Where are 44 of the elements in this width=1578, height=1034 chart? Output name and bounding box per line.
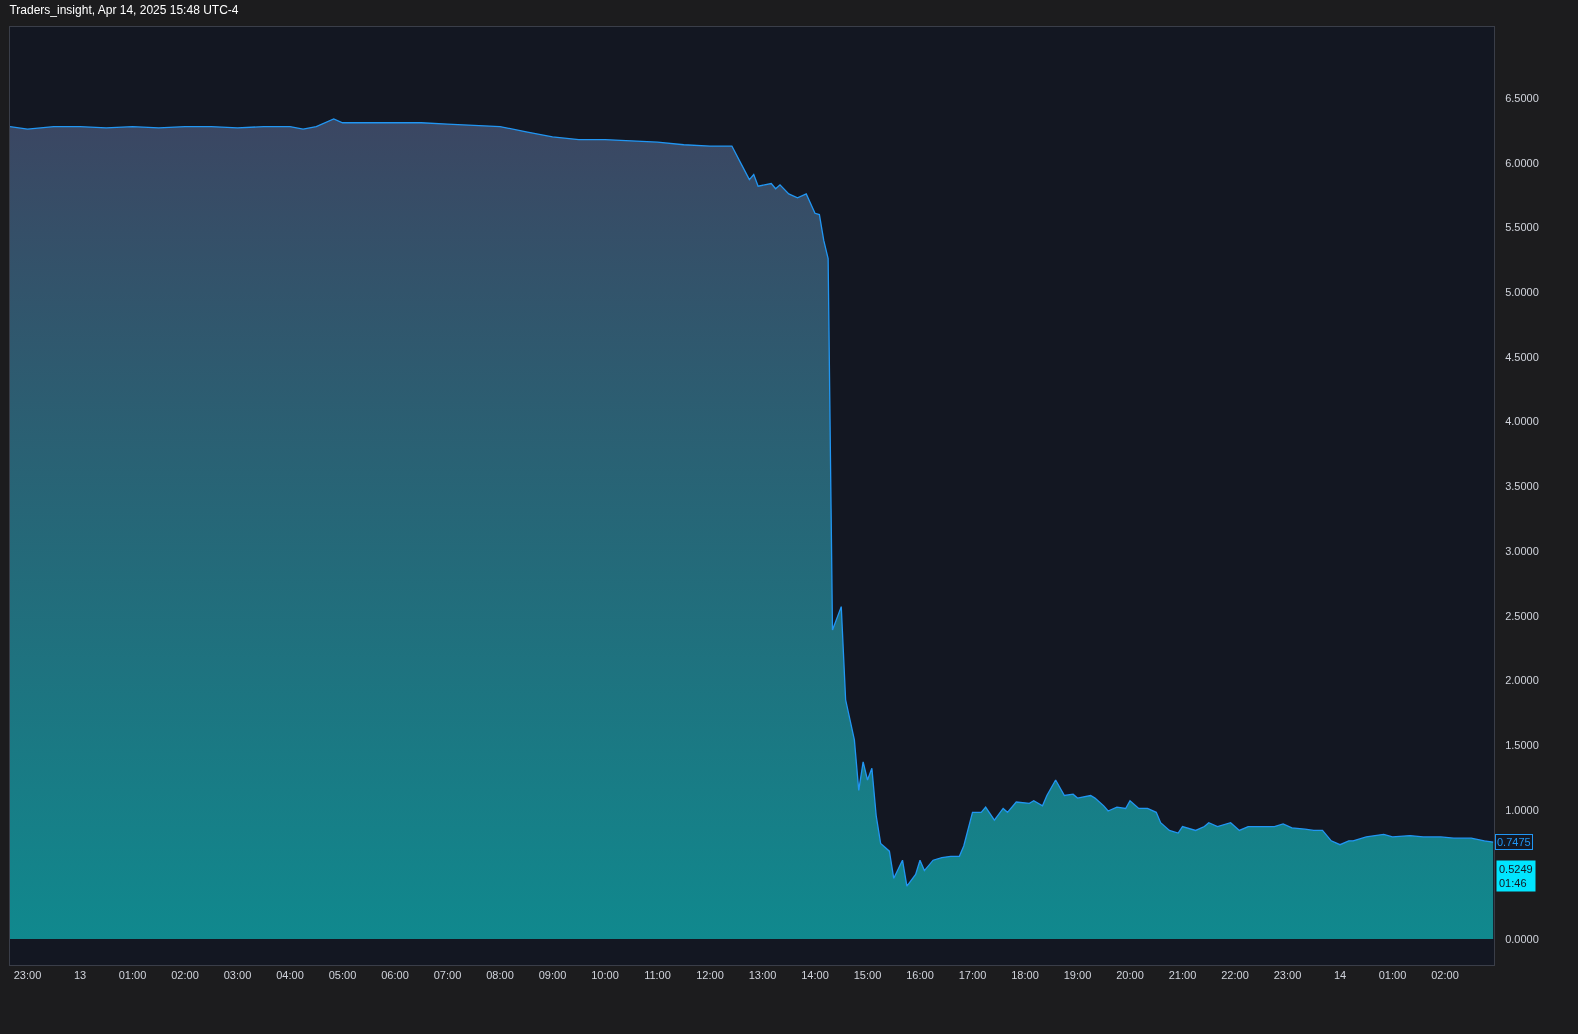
x-tick-label: 23:00 (1273, 969, 1302, 982)
x-tick-label: 05:00 (328, 969, 357, 982)
x-tick-label: 01:00 (118, 969, 147, 982)
x-tick-label: 08:00 (486, 969, 514, 982)
x-tick-label: 15:00 (853, 969, 882, 982)
x-tick-label: 12:00 (696, 969, 724, 982)
x-tick-label: 01:00 (1378, 969, 1407, 982)
y-tick-label: 3.5000 (1505, 480, 1539, 493)
x-tick-label: 22:00 (1221, 969, 1249, 982)
text: 0.5249 01:46 (1499, 863, 1533, 890)
x-tick-label: 21:00 (1168, 969, 1197, 982)
x-tick-label: 07:00 (433, 969, 462, 982)
y-tick-label: 5.0000 (1505, 286, 1539, 299)
y-tick-label: 6.5000 (1505, 92, 1539, 105)
y-tick-label: 5.5000 (1505, 221, 1539, 234)
x-tick-label: 13:00 (748, 969, 777, 982)
y-tick-label: 1.5000 (1505, 738, 1539, 751)
annotation: 0.7475 (1497, 836, 1531, 848)
y-tick-label: 4.0000 (1505, 415, 1539, 428)
x-tick-label: 23:00 (13, 969, 42, 982)
x-tick-label: 04:00 (276, 969, 304, 982)
x-tick-label: 13 (73, 969, 87, 982)
x-tick-label: 09:00 (538, 969, 567, 982)
x-tick-label: 11:00 (644, 969, 671, 982)
x-tick-label: 10:00 (591, 969, 619, 982)
y-tick-label: 2.0000 (1505, 674, 1539, 687)
chart-title: Traders_insight, Apr 14, 2025 15:48 UTC-4 (9, 2, 239, 17)
y-tick-label: 1.0000 (1505, 803, 1539, 816)
x-tick-label: 03:00 (223, 969, 252, 982)
y-tick-label: 4.5000 (1505, 350, 1539, 363)
y-tick-label: 6.0000 (1505, 156, 1539, 169)
x-tick-label: 17:00 (958, 969, 987, 982)
x-tick-label: 02:00 (1431, 969, 1459, 982)
x-tick-label: 06:00 (381, 969, 409, 982)
x-tick-label: 20:00 (1116, 969, 1144, 982)
x-tick-label: 14:00 (801, 969, 829, 982)
y-tick-label: 0.0000 (1505, 932, 1539, 945)
x-tick-label: 14 (1333, 969, 1347, 982)
x-tick-label: 19:00 (1063, 969, 1092, 982)
x-tick-label: 18:00 (1011, 969, 1039, 982)
y-tick-label: 2.5000 (1505, 609, 1539, 622)
x-tick-label: 16:00 (906, 969, 934, 982)
y-tick-label: 3.0000 (1505, 544, 1539, 557)
x-tick-label: 02:00 (171, 969, 199, 982)
